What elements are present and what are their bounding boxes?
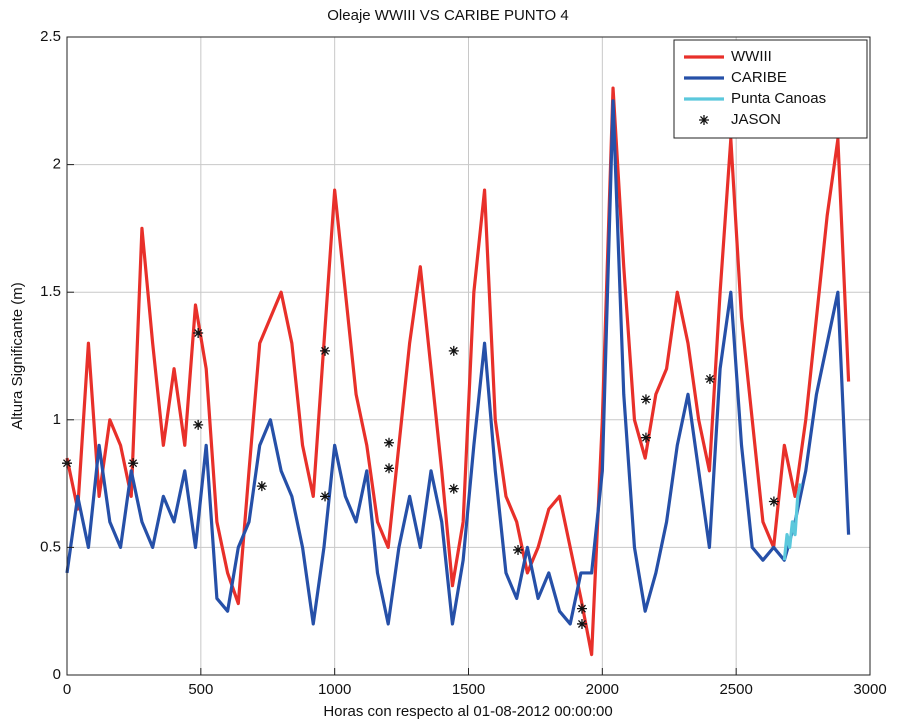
jason-point: [576, 603, 587, 614]
y-tick-label: 0.5: [40, 538, 61, 555]
jason-point: [256, 481, 267, 492]
x-tick-label: 1000: [318, 681, 351, 698]
x-tick-label: 1500: [452, 681, 485, 698]
jason-point: [320, 491, 331, 502]
jason-point: [704, 373, 715, 384]
legend-swatch: [699, 115, 709, 125]
y-tick-label: 2.5: [40, 28, 61, 45]
y-tick-label: 1: [53, 411, 61, 428]
x-tick-label: 3000: [853, 681, 886, 698]
y-tick-label: 0: [53, 666, 61, 683]
legend-label: JASON: [731, 111, 781, 128]
jason-point: [193, 419, 204, 430]
chart-title: Oleaje WWIII VS CARIBE PUNTO 4: [327, 7, 568, 24]
legend-label: Punta Canoas: [731, 90, 826, 107]
jason-point: [640, 432, 651, 443]
legend: WWIII CARIBE Punta Canoas JASON: [673, 39, 868, 139]
jason-point: [384, 463, 395, 474]
y-tick-label: 2: [53, 156, 61, 173]
y-tick-label: 1.5: [40, 283, 61, 300]
series-line: [65, 99, 851, 626]
x-axis-label: Horas con respecto al 01-08-2012 00:00:0…: [323, 703, 612, 720]
legend-label: WWIII: [731, 48, 772, 65]
jason-point: [128, 458, 139, 469]
lines: [62, 86, 851, 657]
jason-point: [513, 544, 524, 555]
series-line: [782, 483, 802, 561]
x-tick-label: 0: [63, 681, 71, 698]
jason-point: [193, 328, 204, 339]
x-tick-label: 2500: [719, 681, 752, 698]
y-axis-label: Altura Significante (m): [9, 282, 26, 430]
jason-point: [640, 394, 651, 405]
jason-point: [768, 496, 779, 507]
jason-point: [576, 618, 587, 629]
x-tick-label: 500: [188, 681, 213, 698]
jason-point: [320, 345, 331, 356]
x-tick-label: 2000: [586, 681, 619, 698]
legend-label: CARIBE: [731, 69, 787, 86]
jason-point: [448, 345, 459, 356]
jason-point: [448, 483, 459, 494]
series-line: [65, 86, 851, 657]
jason-point: [384, 437, 395, 448]
